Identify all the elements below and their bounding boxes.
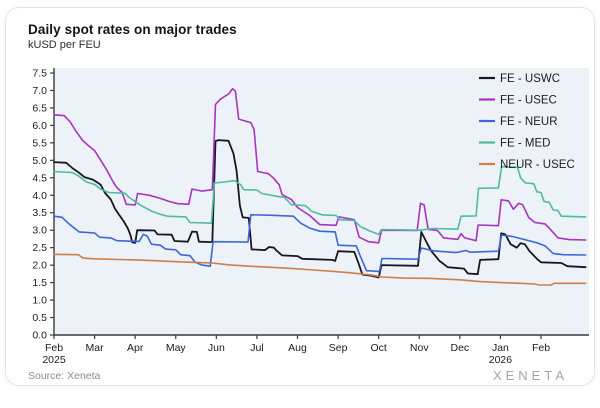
x-tick-label: Apr: [127, 342, 144, 354]
y-tick-label: 0.5: [32, 312, 47, 324]
x-tick-label: Aug: [288, 342, 307, 354]
spot-rates-line-chart: 0.0 0.5 1.0 1.5 2.0 2.5 3.0 3.5 4.0 4.5 5.0 5.5 6.0 6…: [32, 68, 589, 366]
y-tick-label: 6.0: [32, 120, 47, 132]
legend-label: FE - USWC: [500, 73, 560, 85]
y-tick-label: 5.5: [32, 137, 47, 149]
y-tick-label: 1.5: [32, 277, 47, 289]
x-tick-label: Sep: [329, 342, 348, 354]
series-line-neur-usec: [53, 253, 587, 286]
y-tick-label: 4.0: [32, 190, 47, 202]
chart-card: Daily spot rates on major trades kUSD pe…: [5, 7, 595, 386]
x-tick-label: Dec: [450, 342, 469, 354]
x-tick-sublabel: 2025: [42, 354, 66, 366]
y-tick-label: 0.0: [32, 330, 47, 342]
series-line-fe-neur: [53, 214, 587, 273]
series-line-fe-med: [53, 165, 587, 236]
legend-label: FE - NEUR: [500, 116, 558, 128]
y-tick-label: 6.5: [32, 102, 47, 114]
x-tick-sublabel: 2026: [489, 354, 513, 366]
x-tick-label: Feb: [532, 342, 550, 354]
y-tick-label: 3.0: [32, 225, 47, 237]
plot-background: [54, 68, 589, 335]
y-tick-label: 1.0: [32, 295, 47, 307]
y-tick-label: 2.0: [32, 260, 47, 272]
y-tick-label: 7.5: [32, 68, 47, 80]
y-tick-label: 3.5: [32, 207, 47, 219]
xeneta-logo: XENETA: [492, 368, 568, 383]
x-tick-label: May: [166, 342, 187, 354]
x-tick-label: Jul: [250, 342, 263, 354]
chart-title: Daily spot rates on major trades: [28, 22, 237, 37]
legend-label: FE - USEC: [500, 95, 557, 107]
legend-label: FE - MED: [500, 138, 550, 150]
x-tick-label: Nov: [410, 342, 429, 354]
legend-label: NEUR - USEC: [500, 159, 575, 171]
x-tick-label: Jun: [208, 342, 225, 354]
source-text: Source: Xeneta: [28, 370, 101, 382]
y-tick-label: 4.5: [32, 172, 47, 184]
y-tick-label: 2.5: [32, 242, 47, 254]
chart-subtitle: kUSD per FEU: [28, 39, 101, 51]
x-tick-label: Oct: [370, 342, 386, 354]
y-tick-label: 7.0: [32, 85, 47, 97]
x-tick-label: Jan: [492, 342, 509, 354]
x-tick-label: Mar: [86, 342, 105, 354]
series-line-fe-uswc: [53, 139, 587, 279]
y-tick-label: 5.0: [32, 155, 47, 167]
series-line-fe-usec: [53, 87, 587, 244]
x-tick-label: Feb: [45, 342, 63, 354]
